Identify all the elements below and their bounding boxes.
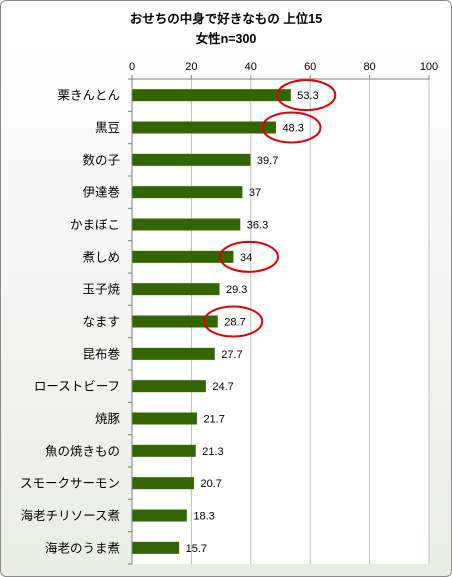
bar xyxy=(132,153,251,166)
data-label: 18.3 xyxy=(193,511,214,523)
x-tick-label: 20 xyxy=(185,61,197,73)
highlight-ring xyxy=(218,240,279,273)
plot-area: 0 20 40 60 80 100 栗きんとん 53.3 黒豆 48.3 数の子 39.7 伊達巻 37 か… xyxy=(20,61,438,565)
category-label: 数の子 xyxy=(82,152,120,167)
category-label: 海老チリソース煮 xyxy=(21,508,120,523)
data-label: 20.7 xyxy=(200,478,221,490)
bar xyxy=(132,283,220,296)
bar xyxy=(132,477,194,490)
bar xyxy=(132,121,276,134)
category-label: 昆布巻 xyxy=(82,347,120,361)
bar xyxy=(132,444,196,457)
category-label: なます xyxy=(82,315,120,329)
data-label: 37 xyxy=(249,187,261,199)
highlight-ring xyxy=(276,79,337,112)
category-label: 伊達巻 xyxy=(82,186,120,200)
category-label: 栗きんとん xyxy=(57,89,120,103)
data-label: 53.3 xyxy=(297,90,318,102)
bar xyxy=(132,250,234,263)
data-label: 36.3 xyxy=(247,220,268,232)
bar xyxy=(132,541,180,554)
data-label: 39.7 xyxy=(257,155,278,167)
category-label: ローストビーフ xyxy=(34,380,120,394)
bar xyxy=(132,347,215,360)
x-tick-label: 40 xyxy=(245,61,257,73)
bar xyxy=(132,186,243,199)
data-label: 21.3 xyxy=(202,446,223,458)
bar xyxy=(132,412,197,425)
x-tick-label: 0 xyxy=(129,61,135,73)
chart-subtitle: 女性n=300 xyxy=(196,31,257,46)
data-label: 21.7 xyxy=(203,414,224,426)
highlight-ring xyxy=(261,111,322,144)
highlight-ring xyxy=(203,305,264,338)
category-label: かまぼこ xyxy=(70,218,120,232)
bar xyxy=(132,509,187,522)
category-label: 黒豆 xyxy=(95,121,120,135)
data-label: 27.7 xyxy=(221,349,242,361)
x-tick-label: 60 xyxy=(304,61,316,73)
data-label: 28.7 xyxy=(224,317,245,329)
category-label: スモークサーモン xyxy=(20,477,120,491)
x-tick-label: 100 xyxy=(420,61,438,73)
bar xyxy=(132,218,241,231)
data-label: 29.3 xyxy=(226,284,247,296)
chart-title: おせちの中身で好きなもの 上位15 xyxy=(130,11,322,26)
data-label: 15.7 xyxy=(186,543,207,555)
data-label: 34 xyxy=(240,252,252,264)
category-label: 玉子焼 xyxy=(82,283,120,297)
category-label: 海老のうま煮 xyxy=(45,540,120,555)
category-label: 魚の焼きもの xyxy=(45,444,120,458)
bar xyxy=(132,315,218,328)
category-label: 煮しめ xyxy=(82,250,120,264)
category-label: 焼豚 xyxy=(95,412,121,426)
data-label: 48.3 xyxy=(282,123,303,135)
bar xyxy=(132,89,291,102)
x-tick-label: 80 xyxy=(363,61,375,73)
bar xyxy=(132,380,206,393)
data-label: 24.7 xyxy=(212,381,233,393)
